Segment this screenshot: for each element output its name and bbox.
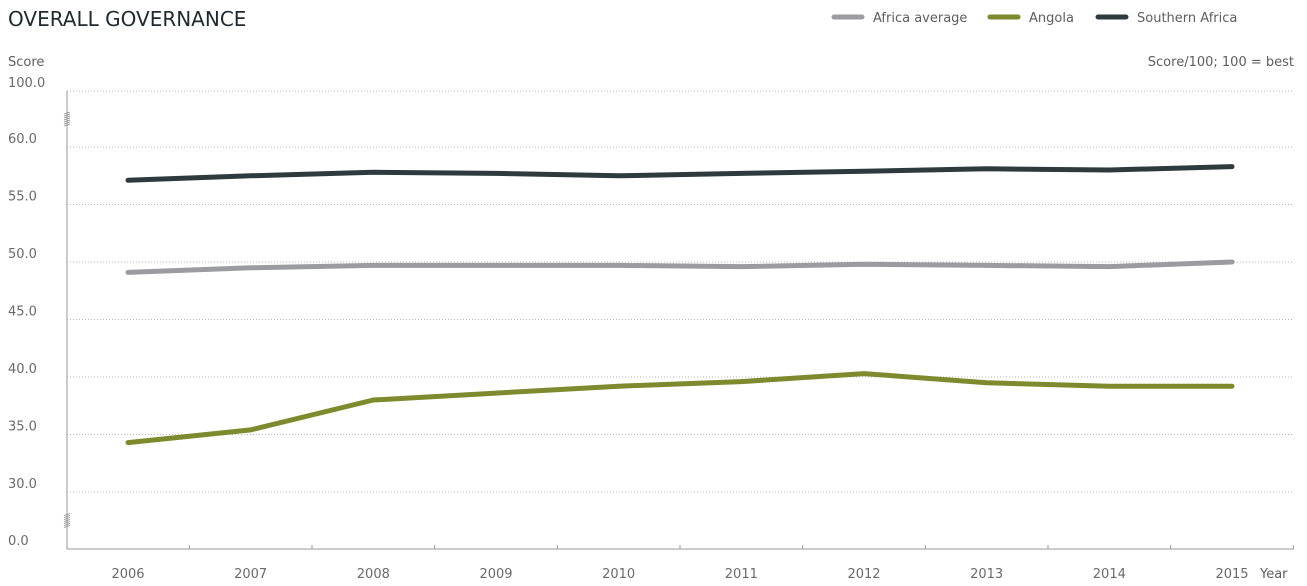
y-tick-label: 100.0 <box>8 76 45 91</box>
unit-note: Score/100; 100 = best <box>1148 55 1294 70</box>
x-tick-label: 2012 <box>847 567 880 582</box>
x-tick-label: 2014 <box>1093 567 1126 582</box>
y-tick-label: 35.0 <box>8 420 37 435</box>
gridlines <box>67 90 1294 493</box>
series-line-africa-average <box>125 259 1235 275</box>
axis-break-mark <box>63 513 71 528</box>
x-axis-label: Year <box>1259 567 1288 582</box>
chart-title: OVERALL GOVERNANCE <box>8 7 246 31</box>
legend-label-africa-average: Africa average <box>873 11 967 26</box>
legend-label-angola: Angola <box>1029 11 1074 26</box>
y-tick-label: 60.0 <box>8 132 37 147</box>
x-tick-label: 2008 <box>357 567 390 582</box>
x-tick-label: 2007 <box>234 567 267 582</box>
legend-label-southern-africa: Southern Africa <box>1137 11 1237 26</box>
series-line-angola <box>125 371 1235 446</box>
y-tick-label: 55.0 <box>8 190 37 205</box>
y-tick-label: 40.0 <box>8 362 37 377</box>
x-tick-label: 2006 <box>111 567 144 582</box>
x-tick-label: 2009 <box>479 567 512 582</box>
x-tick-label: 2010 <box>602 567 635 582</box>
series-lines <box>125 164 1235 446</box>
x-tick-label: 2013 <box>970 567 1003 582</box>
axis-break-mark <box>63 111 71 127</box>
y-axis-ticks: 0.0 30.0 35.0 40.0 45.0 50.0 55.0 60.0 100.0 <box>8 76 45 549</box>
y-axis-label: Score <box>8 55 44 70</box>
x-tick-label: 2015 <box>1215 567 1248 582</box>
series-line-southern-africa <box>125 164 1235 183</box>
y-tick-label: 30.0 <box>8 477 37 492</box>
y-tick-label: 0.0 <box>8 534 29 549</box>
y-tick-label: 45.0 <box>8 305 37 320</box>
x-tick-label: 2011 <box>725 567 758 582</box>
y-tick-label: 50.0 <box>8 247 37 262</box>
legend: Africa average Angola Southern Africa <box>831 11 1237 26</box>
x-axis-ticks: 2006 2007 2008 2009 2010 2011 2012 2013 2014 2015 <box>111 545 1294 582</box>
